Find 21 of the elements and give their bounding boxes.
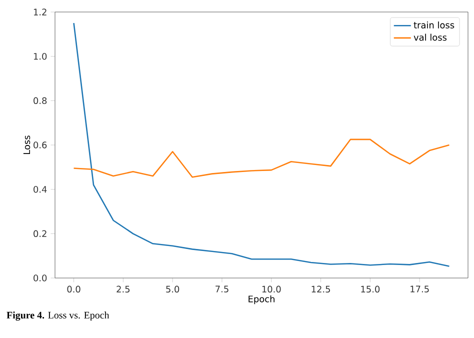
x-tick-label: 5.0 (166, 286, 180, 293)
x-axis-title: Epoch (248, 295, 274, 304)
legend-label: val loss (414, 34, 447, 41)
legend-label: train loss (414, 22, 454, 28)
x-tick-label: 7.5 (216, 286, 228, 292)
y-tick-label: 1.2 (34, 8, 46, 16)
y-tick-label: 0.6 (34, 142, 47, 148)
x-tick-label: 0.0 (67, 286, 80, 293)
x-tick-label: 10.0 (262, 286, 281, 293)
x-tick-label: 15.0 (361, 286, 380, 293)
y-tick-label: 0.4 (34, 186, 47, 193)
x-tick-label: 12.5 (312, 286, 330, 293)
y-tick-label: 0.0 (34, 274, 47, 282)
line-series (73, 138, 450, 178)
y-tick-label: 1.0 (34, 52, 47, 60)
y-axis-title: Loss (23, 136, 30, 154)
y-tick-label: 0.8 (34, 97, 47, 104)
x-tick-label: 2.5 (116, 286, 130, 293)
y-tick-label: 0.2 (34, 230, 46, 238)
text: Figure 4. Loss vs. Epoch (6, 312, 110, 321)
x-tick-label: 17.5 (410, 286, 429, 292)
